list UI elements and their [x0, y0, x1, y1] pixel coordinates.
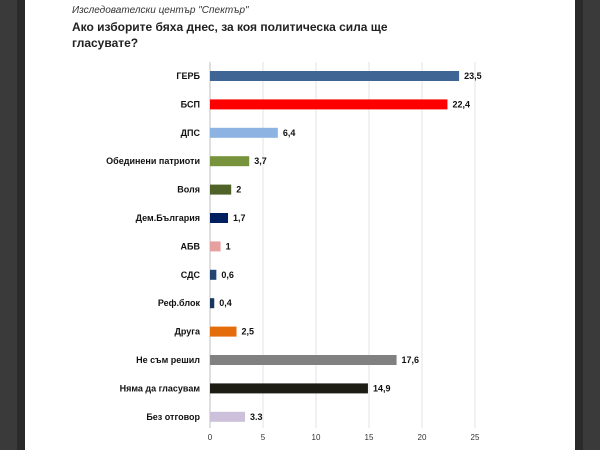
category-label: Без отговор: [146, 412, 200, 422]
category-label: Реф.блок: [158, 298, 201, 308]
category-label: Обединени патриоти: [106, 156, 200, 166]
bar-8: [210, 269, 217, 280]
value-label: 2: [236, 185, 241, 195]
bar-3: [210, 127, 278, 138]
grid-lines: [209, 62, 476, 428]
category-label: Друга: [174, 327, 201, 337]
value-label: 23,5: [464, 71, 482, 81]
labels: 0 5 10 15 20 25 ГЕРБ 23,5 БСП 22,4 ДПС 6,4 Обединени…: [106, 71, 481, 442]
value-label: 0,6: [221, 270, 234, 280]
category-label: Не съм решил: [136, 355, 200, 365]
bar-13: [210, 411, 245, 422]
x-tick-label: 15: [365, 433, 374, 442]
value-label: 22,4: [452, 99, 470, 109]
chart-title: Ако изборите бяха днес, за коя политичес…: [72, 20, 388, 50]
bar-11: [210, 355, 397, 365]
x-tick-label: 20: [418, 433, 427, 442]
category-label: СДС: [181, 270, 201, 280]
value-label: 14,9: [373, 383, 391, 393]
bar-6: [210, 213, 229, 223]
bar-7: [210, 241, 221, 252]
bar-12: [210, 383, 368, 394]
bar-2: [210, 99, 448, 110]
value-label: 2,5: [242, 327, 255, 337]
bar-10: [210, 326, 237, 337]
category-label: Няма да гласувам: [120, 383, 201, 393]
value-label: 6,4: [283, 128, 296, 138]
category-label: Дем.България: [136, 213, 200, 223]
value-label: 1: [226, 241, 231, 251]
value-label: 17,6: [402, 355, 420, 365]
value-label: 1,7: [233, 213, 246, 223]
category-label: Воля: [177, 185, 200, 195]
x-tick-label: 5: [261, 433, 266, 442]
x-tick-label: 10: [312, 433, 321, 442]
x-tick-label: 25: [471, 433, 480, 442]
bar-1: [210, 71, 460, 81]
category-label: АБВ: [181, 241, 201, 251]
bars: [210, 71, 460, 422]
bar-5: [210, 184, 232, 195]
chart-source: Изследователски център "Спектър": [72, 5, 249, 16]
category-label: БСП: [181, 99, 200, 109]
category-label: ДПС: [181, 128, 201, 138]
bar-4: [210, 156, 250, 167]
bar-9: [210, 298, 215, 309]
value-label: 0,4: [219, 298, 232, 308]
value-label: 3,7: [254, 156, 267, 166]
x-tick-label: 0: [208, 433, 213, 442]
category-label: ГЕРБ: [176, 71, 200, 81]
value-label: 3.3: [250, 412, 263, 422]
